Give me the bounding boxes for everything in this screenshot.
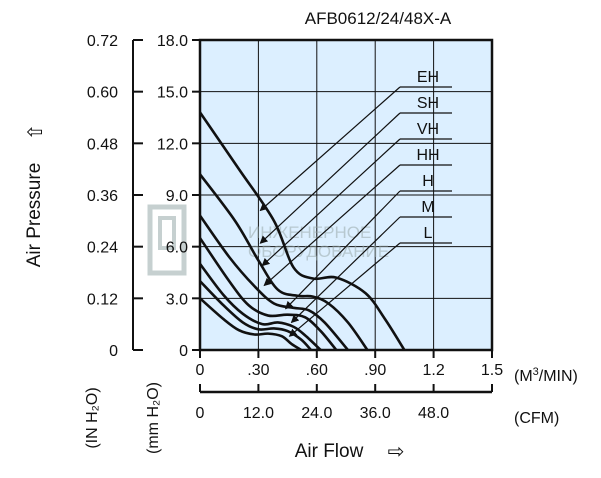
y-right-tick-label: 15.0: [157, 85, 188, 102]
legend-leader-m: [290, 216, 401, 324]
y-left-tick-label: 0.24: [87, 240, 118, 257]
y-left-tick-label: 0.12: [87, 291, 118, 308]
watermark: ИНЖЕНЕРНОЕ ОБОРУДОВАНИЕ: [147, 204, 389, 276]
watermark-line1: ИНЖЕНЕРНОЕ: [248, 223, 371, 242]
y-right-tick-label: 18.0: [157, 33, 188, 50]
grid: [200, 40, 492, 350]
x-bottom-tick-label: 36.0: [360, 405, 391, 422]
axes: 0.720.600.480.360.240.12018.015.012.09.0…: [87, 33, 503, 422]
x-top-tick-label: 1.5: [481, 362, 503, 379]
y-axis-arrow-icon: ⇧: [25, 124, 47, 141]
watermark-logo-inner-icon: [158, 216, 176, 250]
curve-vh: [198, 214, 349, 351]
legend-label-sh: SH: [417, 95, 439, 112]
x-bottom-tick-label: 0: [196, 405, 205, 422]
y-right-tick-label: 9.0: [166, 188, 188, 205]
curve-l: [199, 297, 302, 352]
x-top-unit: (M3/MIN): [514, 366, 578, 385]
y-right-unit: (mm H₂O): [145, 382, 162, 454]
x-top-tick-label: .30: [247, 362, 269, 379]
y-left-unit: (IN H₂O): [84, 387, 101, 448]
watermark-line2: ОБОРУДОВАНИЕ: [248, 242, 389, 261]
legend-label-vh: VH: [417, 121, 439, 138]
legend-leader-sh: [259, 112, 401, 244]
legend-label-hh: HH: [416, 147, 439, 164]
x-top-tick-label: 1.2: [422, 362, 444, 379]
y-left-tick-label: 0.60: [87, 85, 118, 102]
curve-h: [198, 263, 322, 351]
x-top-tick-label: .60: [306, 362, 328, 379]
curve-hh: [198, 237, 338, 351]
y-right-tick-label: 6.0: [166, 240, 188, 257]
legend-leader-hh: [263, 164, 401, 287]
legend-label-l: L: [424, 225, 433, 242]
legend-label-h: H: [422, 173, 434, 190]
curves: [198, 111, 406, 352]
legend-leader-h: [284, 190, 401, 310]
x-axis-arrow-icon: ⇨: [388, 441, 405, 463]
y-left-tick-label: 0.72: [87, 33, 118, 50]
y-right-tick-label: 3.0: [166, 291, 188, 308]
y-left-tick-label: 0.36: [87, 188, 118, 205]
legend-label-m: M: [421, 199, 434, 216]
legend-leader-eh: [259, 86, 401, 212]
x-bottom-tick-label: 24.0: [301, 405, 332, 422]
legend-leader-vh: [261, 138, 401, 267]
curve-eh: [198, 111, 406, 351]
x-top-tick-label: .90: [364, 362, 386, 379]
curve-sh: [198, 173, 369, 351]
y-left-tick-label: 0.48: [87, 136, 118, 153]
y-axis-label: Air Pressure: [24, 163, 45, 268]
x-bottom-tick-label: 48.0: [418, 405, 449, 422]
curve-m: [199, 280, 312, 351]
legend-leader-l: [288, 242, 401, 337]
x-bottom-tick-label: 12.0: [243, 405, 274, 422]
y-right-tick-label: 0: [179, 343, 188, 360]
x-top-tick-label: 0: [196, 362, 205, 379]
watermark-logo-icon: [147, 204, 187, 276]
y-left-tick-label: 0: [109, 343, 118, 360]
y-right-tick-label: 12.0: [157, 136, 188, 153]
x-axis-label: Air Flow: [295, 441, 364, 462]
legend-label-eh: EH: [417, 69, 439, 86]
x-bottom-unit: (CFM): [514, 410, 559, 427]
chart-title: AFB0612/24/48X-A: [305, 9, 452, 28]
